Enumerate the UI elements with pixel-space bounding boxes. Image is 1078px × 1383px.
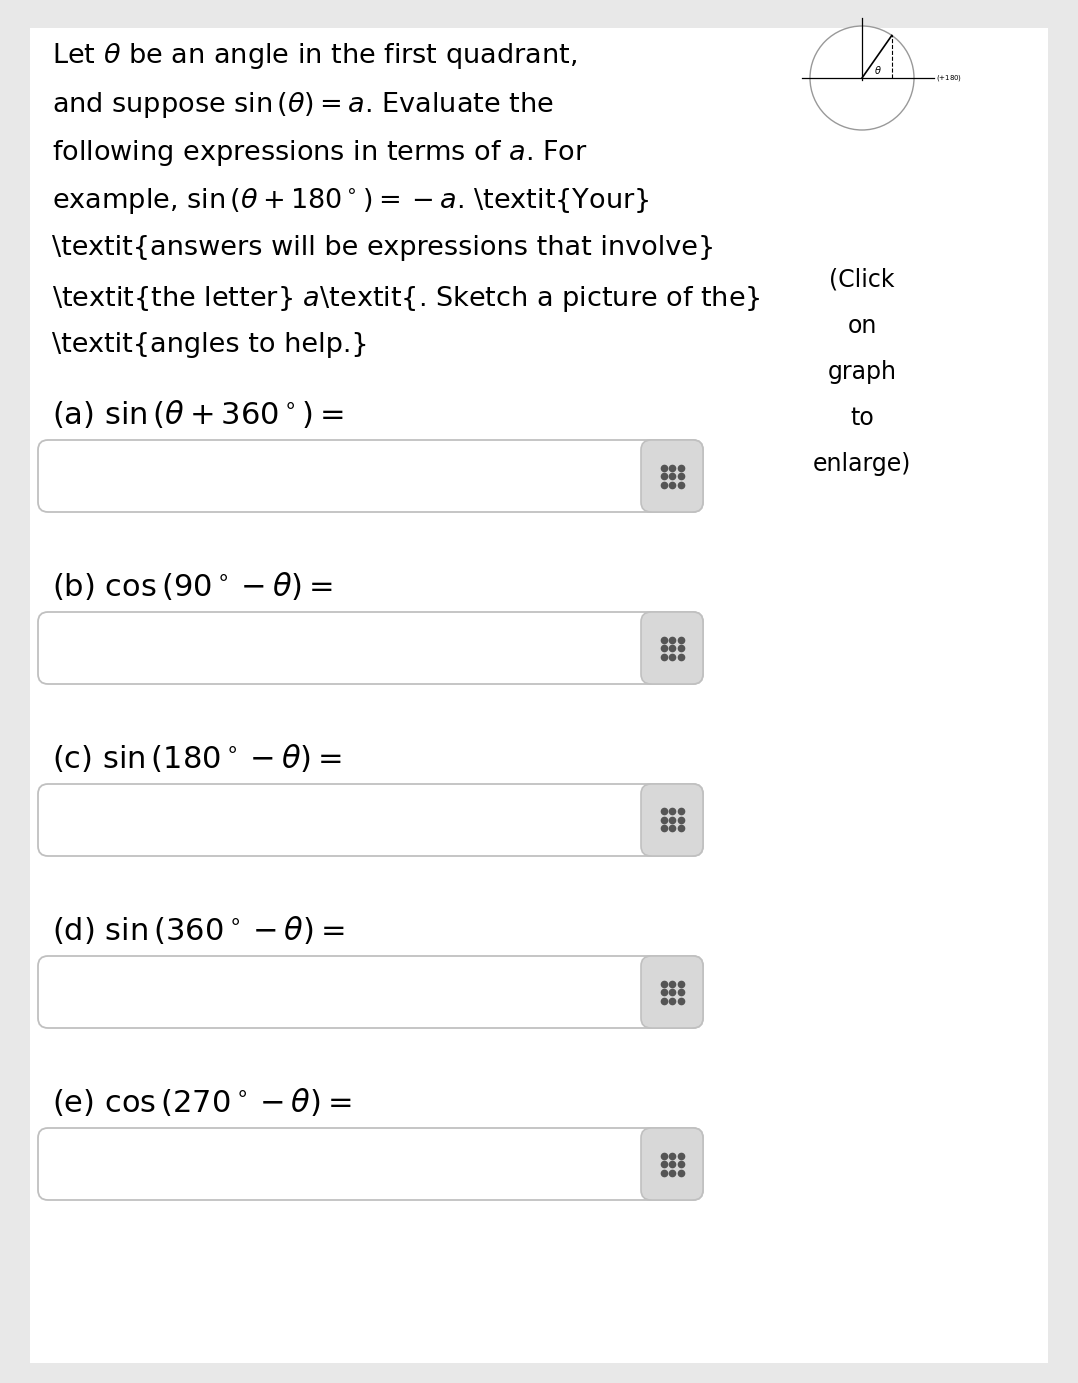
Text: example, $\mathrm{sin}\,(\theta + 180^\circ) = -a$. \textit{Your}: example, $\mathrm{sin}\,(\theta + 180^\c… xyxy=(52,187,649,217)
Text: $(+180)$: $(+180)$ xyxy=(936,73,963,83)
Text: on: on xyxy=(847,314,876,337)
Text: enlarge): enlarge) xyxy=(813,452,911,476)
Text: following expressions in terms of $a$. For: following expressions in terms of $a$. F… xyxy=(52,138,588,167)
FancyBboxPatch shape xyxy=(38,1129,703,1200)
FancyBboxPatch shape xyxy=(641,440,703,512)
FancyBboxPatch shape xyxy=(38,784,703,856)
Text: graph: graph xyxy=(828,360,897,384)
FancyBboxPatch shape xyxy=(38,613,703,685)
Text: Let $\theta$ be an angle in the first quadrant,: Let $\theta$ be an angle in the first qu… xyxy=(52,41,577,71)
FancyBboxPatch shape xyxy=(641,784,703,856)
FancyBboxPatch shape xyxy=(641,613,703,685)
Text: to: to xyxy=(851,407,874,430)
Text: $\theta$: $\theta$ xyxy=(874,64,882,76)
Text: (c) $\mathrm{sin}\,(180^\circ - \theta) =$: (c) $\mathrm{sin}\,(180^\circ - \theta) … xyxy=(52,743,342,774)
Text: \textit{answers will be expressions that involve}: \textit{answers will be expressions that… xyxy=(52,235,715,261)
Text: (b) $\mathrm{cos}\,(90^\circ - \theta) =$: (b) $\mathrm{cos}\,(90^\circ - \theta) =… xyxy=(52,570,333,602)
Text: (d) $\mathrm{sin}\,(360^\circ - \theta) =$: (d) $\mathrm{sin}\,(360^\circ - \theta) … xyxy=(52,914,345,946)
Text: (e) $\mathrm{cos}\,(270^\circ - \theta) =$: (e) $\mathrm{cos}\,(270^\circ - \theta) … xyxy=(52,1086,351,1117)
Text: (Click: (Click xyxy=(829,268,895,292)
Text: and suppose $\mathrm{sin}\,(\theta) = a$. Evaluate the: and suppose $\mathrm{sin}\,(\theta) = a$… xyxy=(52,90,554,119)
FancyBboxPatch shape xyxy=(641,1129,703,1200)
Text: (a) $\mathrm{sin}\,(\theta + 360^\circ) =$: (a) $\mathrm{sin}\,(\theta + 360^\circ) … xyxy=(52,398,344,430)
Text: \textit{the letter} $a$\textit{. Sketch a picture of the}: \textit{the letter} $a$\textit{. Sketch … xyxy=(52,284,761,314)
FancyBboxPatch shape xyxy=(38,440,703,512)
Circle shape xyxy=(810,26,914,130)
Text: \textit{angles to help.}: \textit{angles to help.} xyxy=(52,332,369,358)
FancyBboxPatch shape xyxy=(641,956,703,1028)
FancyBboxPatch shape xyxy=(38,956,703,1028)
